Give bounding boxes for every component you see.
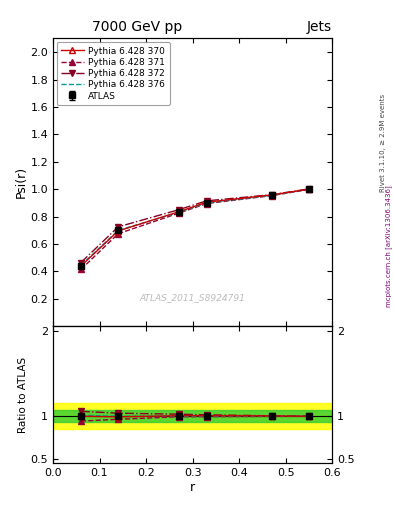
Pythia 6.428 376 bbox=[176, 209, 181, 216]
Pythia 6.428 371 bbox=[176, 210, 181, 216]
Text: Jets: Jets bbox=[307, 20, 332, 34]
Text: mcplots.cern.ch [arXiv:1306.3436]: mcplots.cern.ch [arXiv:1306.3436] bbox=[386, 185, 393, 307]
Pythia 6.428 371 bbox=[307, 186, 311, 193]
Pythia 6.428 372 bbox=[79, 260, 83, 266]
Pythia 6.428 371 bbox=[116, 231, 121, 237]
Pythia 6.428 371 bbox=[79, 266, 83, 272]
Line: Pythia 6.428 376: Pythia 6.428 376 bbox=[81, 189, 309, 265]
Pythia 6.428 372 bbox=[176, 207, 181, 213]
Y-axis label: Ratio to ATLAS: Ratio to ATLAS bbox=[18, 357, 28, 433]
Legend: Pythia 6.428 370, Pythia 6.428 371, Pythia 6.428 372, Pythia 6.428 376, ATLAS: Pythia 6.428 370, Pythia 6.428 371, Pyth… bbox=[57, 42, 170, 105]
Pythia 6.428 372 bbox=[204, 198, 209, 204]
Pythia 6.428 371 bbox=[269, 193, 274, 199]
Pythia 6.428 370 bbox=[204, 199, 209, 205]
Pythia 6.428 376 bbox=[79, 262, 83, 268]
Pythia 6.428 376 bbox=[116, 227, 121, 233]
Pythia 6.428 370 bbox=[116, 228, 121, 234]
Text: Rivet 3.1.10, ≥ 2.9M events: Rivet 3.1.10, ≥ 2.9M events bbox=[380, 94, 386, 193]
Text: 7000 GeV pp: 7000 GeV pp bbox=[92, 20, 183, 34]
Line: Pythia 6.428 370: Pythia 6.428 370 bbox=[77, 186, 312, 269]
Pythia 6.428 372 bbox=[116, 224, 121, 230]
Pythia 6.428 376 bbox=[204, 200, 209, 206]
Pythia 6.428 376 bbox=[307, 186, 311, 193]
Pythia 6.428 370 bbox=[307, 186, 311, 193]
Pythia 6.428 372 bbox=[269, 191, 274, 198]
Pythia 6.428 371 bbox=[204, 201, 209, 207]
Pythia 6.428 370 bbox=[269, 192, 274, 198]
Pythia 6.428 370 bbox=[176, 209, 181, 215]
Line: Pythia 6.428 372: Pythia 6.428 372 bbox=[77, 185, 312, 266]
Line: Pythia 6.428 371: Pythia 6.428 371 bbox=[77, 186, 312, 273]
Text: ATLAS_2011_S8924791: ATLAS_2011_S8924791 bbox=[140, 293, 246, 302]
X-axis label: r: r bbox=[190, 481, 195, 494]
Pythia 6.428 370 bbox=[79, 263, 83, 269]
Pythia 6.428 372 bbox=[307, 186, 311, 192]
Pythia 6.428 376 bbox=[269, 193, 274, 199]
Y-axis label: Psi(r): Psi(r) bbox=[15, 166, 28, 199]
